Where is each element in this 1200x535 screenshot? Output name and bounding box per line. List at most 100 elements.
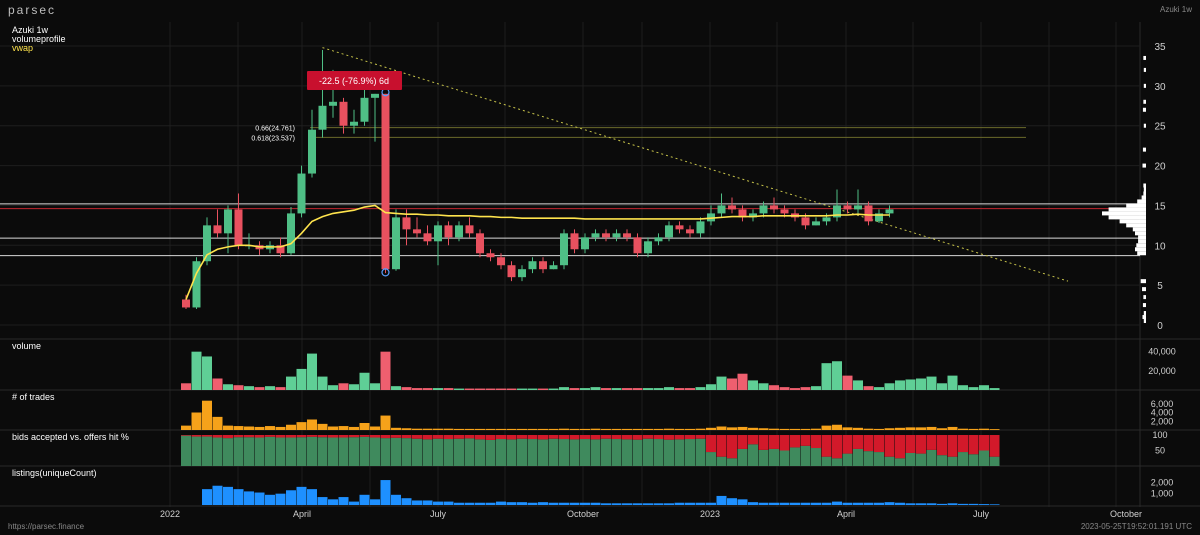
trades-bar	[622, 428, 632, 430]
offers-bar	[653, 435, 664, 440]
listings-bar	[611, 503, 622, 505]
bids-bar	[296, 437, 307, 466]
volume-bar	[695, 387, 706, 390]
trades-bar	[821, 425, 832, 430]
offers-bar	[580, 435, 590, 440]
trades-bar	[559, 428, 569, 430]
listings-bar	[380, 480, 391, 505]
volume-bar	[926, 376, 937, 390]
volume-bar	[916, 378, 926, 390]
trades-bar	[947, 426, 958, 430]
listings-bar	[328, 499, 338, 505]
listings-bar	[622, 503, 632, 505]
volume-bar	[937, 383, 947, 390]
offers-bar	[979, 435, 989, 451]
bids-bar	[643, 438, 653, 466]
bids-bar	[916, 453, 926, 466]
listings-bar	[790, 502, 800, 505]
bids-bar	[895, 458, 905, 466]
bids-bar	[989, 456, 1000, 466]
listings-bar	[968, 503, 979, 505]
candle-body	[507, 265, 516, 278]
listings-bar	[443, 501, 454, 505]
brand-logo: parsec	[8, 3, 57, 17]
listings-bar	[527, 502, 538, 505]
candle	[728, 197, 736, 214]
trades-bar	[580, 428, 590, 430]
offers-bar	[790, 435, 800, 448]
volume-bar	[422, 388, 433, 390]
candle-body	[696, 221, 705, 234]
bids-bar	[349, 437, 359, 466]
listings-bar	[265, 494, 275, 505]
volume-bar	[223, 384, 233, 390]
volume-bar	[506, 388, 517, 390]
candle-body	[686, 229, 694, 234]
volume-bar	[475, 388, 485, 390]
trades-bar	[191, 412, 202, 430]
bids-bar	[307, 436, 317, 466]
trades-bar	[937, 428, 947, 430]
offers-bar	[727, 435, 737, 459]
volume-bar	[191, 351, 202, 390]
candle-body	[234, 209, 243, 246]
candle-body	[434, 225, 442, 242]
volume-profile-bar	[1135, 247, 1146, 252]
candle-body	[843, 205, 852, 210]
volume-bar	[790, 388, 800, 390]
volume-bar	[947, 375, 958, 390]
candle-body	[738, 209, 747, 218]
candle	[864, 201, 873, 226]
volume-bar	[464, 388, 475, 390]
candle-body	[339, 101, 348, 126]
offers-bar	[706, 435, 716, 453]
candle	[182, 294, 190, 310]
candle-body	[759, 205, 768, 214]
offers-bar	[286, 435, 296, 438]
offers-bar	[412, 435, 422, 439]
y-tick-label: 2,000	[1151, 416, 1174, 426]
volume-bar	[317, 376, 328, 390]
x-tick-label: July	[430, 509, 447, 519]
listings-bar	[737, 499, 748, 505]
volume-bar	[748, 380, 758, 390]
candle	[602, 229, 610, 242]
volume-bar	[779, 387, 790, 390]
candle	[213, 209, 222, 238]
bids-bar	[884, 456, 895, 466]
candle-body	[864, 205, 873, 222]
bids-bar	[937, 455, 947, 466]
volume-bar	[968, 387, 979, 390]
volume-bar	[454, 388, 464, 390]
measure-label: -22.5 (-76.9%) 6d	[319, 76, 389, 86]
bids-bar	[527, 439, 538, 466]
trades-bar	[874, 428, 884, 430]
candle	[245, 233, 253, 250]
candle	[434, 221, 442, 266]
offers-bar	[958, 435, 968, 453]
volume-bar	[275, 387, 286, 390]
volume-profile-bar	[1142, 303, 1146, 308]
offers-bar	[590, 435, 601, 440]
offers-bar	[769, 435, 779, 449]
candle	[812, 217, 820, 226]
volume-bar	[905, 379, 916, 390]
candle	[696, 217, 705, 238]
volume-profile-bar	[1142, 315, 1146, 320]
offers-bar	[916, 435, 926, 454]
candle	[350, 109, 358, 134]
trades-bar	[905, 427, 916, 430]
candle	[675, 221, 684, 234]
candle	[833, 189, 841, 222]
bids-bar	[464, 438, 475, 466]
bids-bar	[790, 447, 800, 466]
offers-bar	[685, 435, 695, 440]
candle-body	[801, 217, 810, 226]
source-url[interactable]: https://parsec.finance	[8, 522, 85, 531]
volume-bar	[181, 383, 191, 390]
x-tick-label: July	[973, 509, 990, 519]
bids-bar	[590, 439, 601, 466]
offers-bar	[202, 435, 212, 437]
volume-profile-bar	[1126, 203, 1146, 208]
